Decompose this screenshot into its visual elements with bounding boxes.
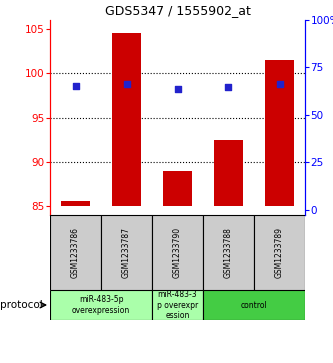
Text: protocol: protocol <box>0 300 43 310</box>
Bar <box>113 33 141 206</box>
Text: GSM1233786: GSM1233786 <box>71 227 80 278</box>
Text: miR-483-5p
overexpression: miR-483-5p overexpression <box>72 295 130 315</box>
Text: control: control <box>241 301 267 310</box>
Point <box>124 81 129 87</box>
Bar <box>254 215 305 290</box>
Bar <box>50 290 152 320</box>
Text: GSM1233788: GSM1233788 <box>224 227 233 278</box>
Text: GSM1233790: GSM1233790 <box>173 227 182 278</box>
Bar <box>265 60 293 206</box>
Bar <box>152 290 203 320</box>
Bar <box>203 215 254 290</box>
Bar <box>62 201 90 206</box>
Point <box>73 83 78 89</box>
Bar <box>214 140 242 206</box>
Point <box>175 86 180 92</box>
Bar <box>203 290 305 320</box>
Text: GSM1233787: GSM1233787 <box>122 227 131 278</box>
Bar <box>164 171 191 206</box>
Bar <box>50 215 101 290</box>
Bar <box>101 215 152 290</box>
Text: miR-483-3
p overexpr
ession: miR-483-3 p overexpr ession <box>157 290 198 320</box>
Point <box>277 81 282 87</box>
Point <box>226 85 231 90</box>
Title: GDS5347 / 1555902_at: GDS5347 / 1555902_at <box>105 4 250 17</box>
Text: GSM1233789: GSM1233789 <box>275 227 284 278</box>
Bar <box>152 215 203 290</box>
